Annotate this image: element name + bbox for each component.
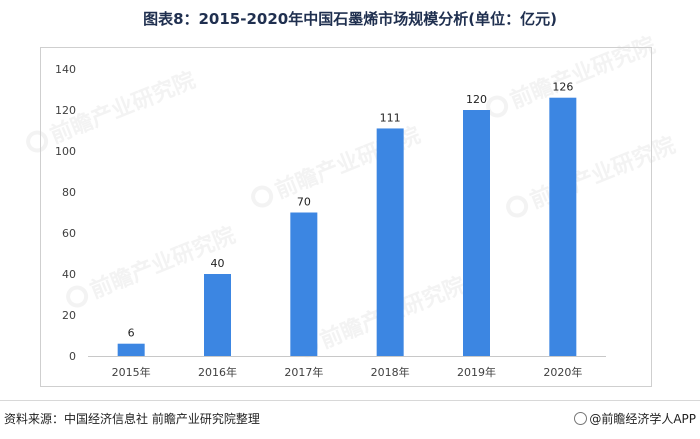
brand-credit: @前瞻经济学人APP xyxy=(574,410,696,427)
data-label: 120 xyxy=(466,93,487,106)
bar xyxy=(376,128,404,356)
y-tick-label: 20 xyxy=(62,309,76,322)
bar xyxy=(463,110,490,356)
y-tick-label: 0 xyxy=(69,350,76,363)
data-label: 126 xyxy=(552,81,573,94)
x-tick-label: 2017年 xyxy=(284,365,323,379)
brand-text: @前瞻经济学人APP xyxy=(589,412,696,426)
data-label: 111 xyxy=(380,111,401,124)
chart-title: 图表8：2015-2020年中国石墨烯市场规模分析(单位：亿元) xyxy=(143,10,557,28)
brand-logo-icon xyxy=(574,412,588,425)
y-tick-label: 100 xyxy=(55,145,76,158)
data-label: 40 xyxy=(211,257,225,270)
data-label: 70 xyxy=(297,196,311,209)
chart-frame xyxy=(40,47,652,387)
bar xyxy=(290,212,318,356)
footer-divider xyxy=(0,400,700,401)
bar xyxy=(549,97,577,356)
data-label: 6 xyxy=(128,327,135,340)
y-tick-label: 120 xyxy=(55,104,76,117)
bar xyxy=(117,343,145,356)
bar-chart: 0 20 40 60 80 100 120 140 6 2015年 40 2016年 70 2017年 11… xyxy=(55,63,606,379)
y-tick-label: 60 xyxy=(62,227,76,240)
footer: 资料来源：中国经济信息社 前瞻产业研究院整理 @前瞻经济学人APP xyxy=(0,400,700,439)
y-tick-label: 40 xyxy=(62,268,76,281)
x-tick-label: 2020年 xyxy=(543,365,582,379)
x-tick-label: 2019年 xyxy=(457,365,496,379)
y-tick-label: 80 xyxy=(62,186,76,199)
x-tick-label: 2016年 xyxy=(198,365,237,379)
y-tick-label: 140 xyxy=(55,63,76,76)
x-tick-label: 2015年 xyxy=(112,365,151,379)
bar xyxy=(204,274,231,356)
x-tick-label: 2018年 xyxy=(371,365,410,379)
source-note: 资料来源：中国经济信息社 前瞻产业研究院整理 xyxy=(4,412,260,426)
